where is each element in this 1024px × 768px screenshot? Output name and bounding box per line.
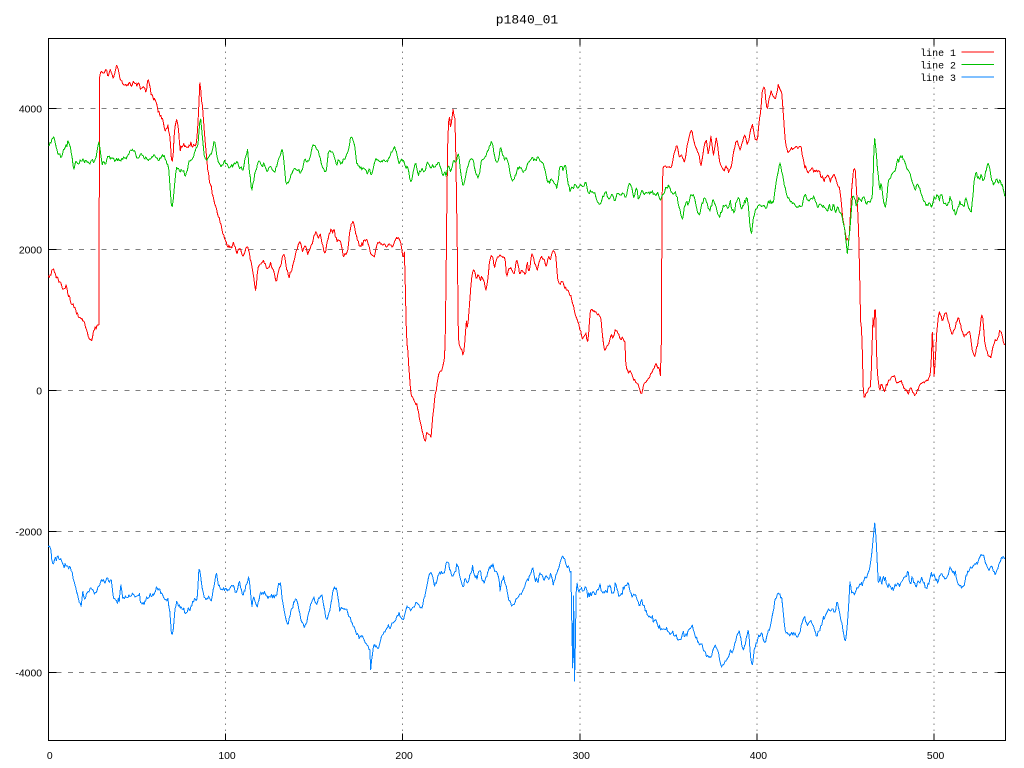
svg-text:line 2: line 2 (920, 61, 956, 72)
svg-text:300: 300 (573, 751, 591, 762)
svg-text:400: 400 (750, 751, 768, 762)
svg-text:0: 0 (36, 387, 42, 398)
svg-text:line 1: line 1 (920, 48, 956, 59)
svg-text:-2000: -2000 (15, 528, 42, 539)
svg-text:4000: 4000 (19, 105, 42, 116)
svg-text:0: 0 (47, 751, 53, 762)
svg-text:100: 100 (218, 751, 236, 762)
svg-text:line 3: line 3 (920, 73, 956, 84)
svg-text:p1840_01: p1840_01 (496, 13, 559, 28)
svg-text:500: 500 (927, 751, 945, 762)
svg-text:-4000: -4000 (15, 669, 42, 680)
svg-text:200: 200 (395, 751, 413, 762)
svg-text:2000: 2000 (19, 246, 42, 257)
